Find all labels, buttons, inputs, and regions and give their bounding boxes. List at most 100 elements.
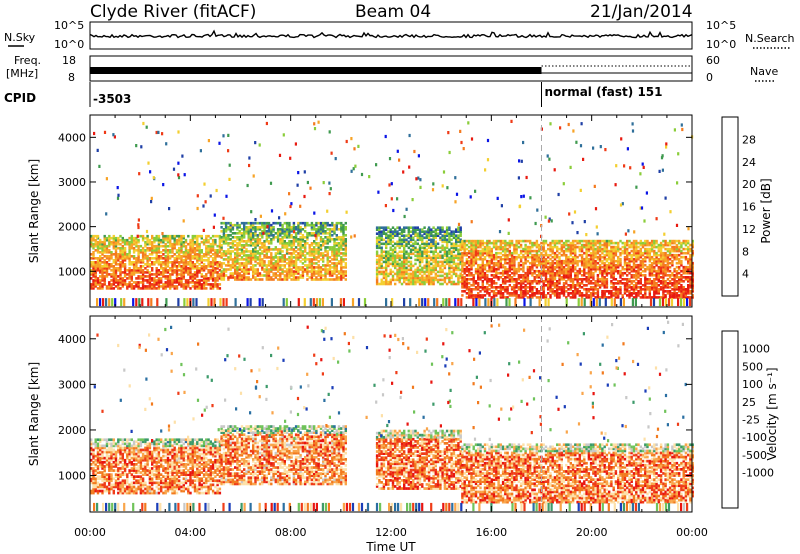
power-echo-cell xyxy=(290,256,293,259)
power-echo-cell xyxy=(646,243,649,247)
power-echo-cell xyxy=(202,265,206,268)
power-echo-cell xyxy=(569,243,572,247)
power-echo-cell xyxy=(529,261,532,265)
power-echo-cell xyxy=(288,232,291,235)
power-echo-cell xyxy=(601,282,604,285)
power-echo-cell xyxy=(166,251,170,254)
power-echo-cell xyxy=(202,285,206,288)
power-echo-cell xyxy=(331,252,334,255)
power-echo-cell xyxy=(148,253,152,256)
power-echo-cell xyxy=(301,276,305,279)
power-echo-cell xyxy=(457,252,460,256)
power-echo-cell xyxy=(288,236,291,239)
power-echo-cell xyxy=(436,278,440,282)
power-echo-cell xyxy=(263,270,266,273)
power-echo-cell xyxy=(175,271,179,274)
power-echo-cell xyxy=(655,269,658,273)
power-echo-cell xyxy=(641,294,645,297)
power-echo-cell xyxy=(394,278,397,282)
power-echo-cell xyxy=(589,267,593,271)
power-echo-cell xyxy=(205,279,208,282)
power-echo-cell xyxy=(184,244,188,248)
power-echo-cell xyxy=(216,255,219,258)
power-echo-cell xyxy=(141,273,145,276)
power-echo-cell xyxy=(105,267,109,270)
power-echo-cell xyxy=(506,286,509,289)
power-echo-cell xyxy=(587,267,591,271)
power-echo-cell xyxy=(501,282,505,285)
power-echo-cell xyxy=(450,280,453,284)
power-echo-cell xyxy=(180,265,183,268)
power-echo-cell xyxy=(292,221,296,225)
power-echo-cell xyxy=(180,281,183,284)
power-echo-cell xyxy=(180,269,183,272)
power-echo-cell xyxy=(227,226,230,229)
power-echo-cell xyxy=(252,264,255,267)
power-echo-cell xyxy=(567,292,570,295)
power-echo-cell xyxy=(164,281,167,284)
power-echo-cell xyxy=(639,290,642,293)
power-echo-cell xyxy=(256,272,259,275)
power-echo-cell xyxy=(551,239,554,243)
power-echo-cell xyxy=(274,232,277,235)
power-echo-cell xyxy=(587,278,591,281)
power-echo-cell xyxy=(252,232,255,235)
power-echo-cell xyxy=(229,274,232,277)
power-echo-cell xyxy=(375,278,379,282)
power-echo-cell xyxy=(547,288,550,291)
power-echo-cell xyxy=(515,269,518,273)
power-echo-cell xyxy=(153,251,156,254)
power-echo-cell xyxy=(432,226,435,229)
power-echo-cell xyxy=(459,272,462,276)
power-echo-cell xyxy=(304,226,307,229)
power-echo-cell xyxy=(623,290,627,293)
power-echo-cell xyxy=(430,282,433,286)
power-echo-cell xyxy=(439,260,442,264)
power-echo-cell xyxy=(166,263,170,266)
power-echo-cell xyxy=(569,249,572,253)
power-echo-cell xyxy=(137,259,140,262)
power-echo-cell xyxy=(378,240,381,244)
power-echo-cell xyxy=(227,260,230,263)
power-echo-cell xyxy=(319,270,323,273)
power-echo-cell xyxy=(306,252,309,255)
power-echo-cell xyxy=(148,287,152,290)
power-echo-cell xyxy=(497,292,500,295)
power-echo-cell xyxy=(182,267,185,270)
power-echo-cell xyxy=(465,269,469,273)
power-echo-cell xyxy=(416,276,419,280)
power-echo-cell xyxy=(202,281,206,284)
power-echo-cell xyxy=(146,275,149,278)
power-echo-cell xyxy=(189,257,192,260)
power-echo-cell xyxy=(153,281,156,284)
power-echo-cell xyxy=(630,249,633,253)
power-echo-cell xyxy=(571,255,575,259)
power-echo-cell xyxy=(196,236,199,240)
power-echo-cell xyxy=(92,242,95,246)
power-echo-cell xyxy=(630,274,633,277)
power-echo-cell xyxy=(236,221,239,225)
power-echo-cell xyxy=(169,275,172,278)
power-echo-cell xyxy=(146,279,149,282)
power-echo-cell xyxy=(294,232,298,235)
power-echo-cell xyxy=(580,269,584,273)
power-echo-cell xyxy=(315,278,318,281)
power-echo-cell xyxy=(463,263,466,267)
power-echo-cell xyxy=(164,263,167,266)
power-echo-cell xyxy=(610,296,613,299)
power-echo-cell xyxy=(247,268,250,271)
power-echo-cell xyxy=(169,251,172,254)
power-echo-cell xyxy=(628,296,631,299)
power-echo-cell xyxy=(515,294,518,297)
power-echo-cell xyxy=(261,266,264,269)
power-echo-cell xyxy=(601,294,604,297)
power-echo-cell xyxy=(146,242,149,246)
power-echo-cell xyxy=(385,276,388,280)
power-echo-cell xyxy=(567,245,570,249)
power-echo-cell xyxy=(211,285,215,288)
power-echo-cell xyxy=(519,294,523,297)
power-echo-cell xyxy=(121,244,124,248)
power-echo-cell xyxy=(553,286,557,289)
power-echo-cell xyxy=(508,269,511,273)
power-echo-cell xyxy=(490,267,493,271)
